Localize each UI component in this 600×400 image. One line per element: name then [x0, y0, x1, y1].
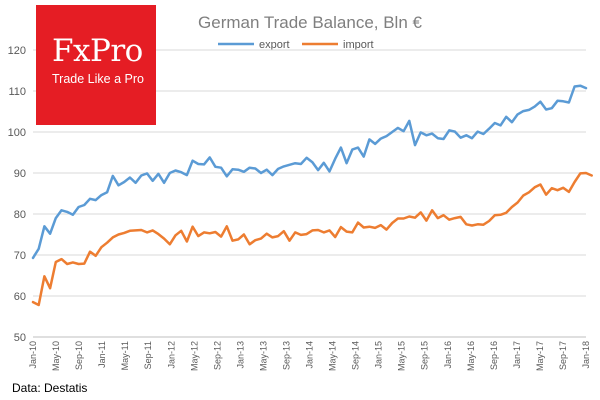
logo-tagline: Trade Like a Pro	[52, 72, 144, 86]
x-tick-label: Sep-10	[74, 341, 84, 370]
x-tick-label: Jan-11	[97, 341, 107, 368]
y-tick-label: 60	[14, 291, 26, 303]
x-tick-label: May-16	[466, 341, 476, 371]
x-tick-label: May-13	[258, 341, 268, 371]
x-tick-label: Jan-12	[166, 341, 176, 369]
x-tick-label: May-10	[51, 341, 61, 371]
x-tick-label: Sep-11	[143, 341, 153, 369]
legend-import-label: import	[343, 39, 374, 51]
y-tick-label: 90	[14, 168, 26, 180]
y-tick-label: 70	[14, 250, 26, 262]
x-tick-label: May-15	[397, 341, 407, 371]
x-tick-label: Sep-15	[420, 341, 430, 370]
x-tick-label: Sep-14	[351, 341, 361, 370]
x-tick-label: Jan-14	[305, 341, 315, 369]
x-tick-label: Sep-17	[558, 341, 568, 370]
chart-legend: export import	[218, 39, 374, 51]
series-line-import	[31, 171, 593, 307]
x-tick-label: Sep-13	[281, 341, 291, 370]
x-tick-label: Jan-13	[235, 341, 245, 369]
legend-export-label: export	[259, 39, 290, 51]
fxpro-logo: FxPro Trade Like a Pro	[36, 5, 156, 125]
x-tick-label: Sep-16	[489, 341, 499, 370]
logo-name: FxPro	[52, 33, 143, 69]
x-tick-label: Jan-15	[374, 341, 384, 369]
x-tick-label: May-17	[535, 341, 545, 371]
y-tick-label: 100	[8, 127, 26, 139]
x-tick-label: May-12	[189, 341, 199, 371]
y-axis-ticks: 50 60 70 80 90 100 110 120	[8, 45, 26, 344]
y-tick-label: 80	[14, 209, 26, 221]
chart-title: German Trade Balance, Bln €	[198, 13, 423, 32]
series-lines	[31, 84, 593, 307]
x-tick-label: May-14	[328, 341, 338, 371]
x-tick-label: Sep-12	[212, 341, 222, 370]
y-tick-label: 120	[8, 45, 26, 57]
x-axis-ticks: Jan-10 May-10 Sep-10 Jan-11 May-11 Sep-11 Jan-…	[28, 341, 591, 371]
y-tick-label: 50	[14, 332, 26, 344]
x-tick-label: Jan-16	[443, 341, 453, 369]
x-tick-label: May-11	[120, 341, 130, 370]
x-tick-label: Jan-17	[512, 341, 522, 369]
source-note: Data: Destatis	[12, 381, 87, 395]
x-tick-label: Jan-10	[28, 341, 38, 369]
y-tick-label: 110	[8, 86, 26, 98]
series-line-export	[31, 84, 588, 260]
x-tick-label: Jan-18	[581, 341, 591, 369]
